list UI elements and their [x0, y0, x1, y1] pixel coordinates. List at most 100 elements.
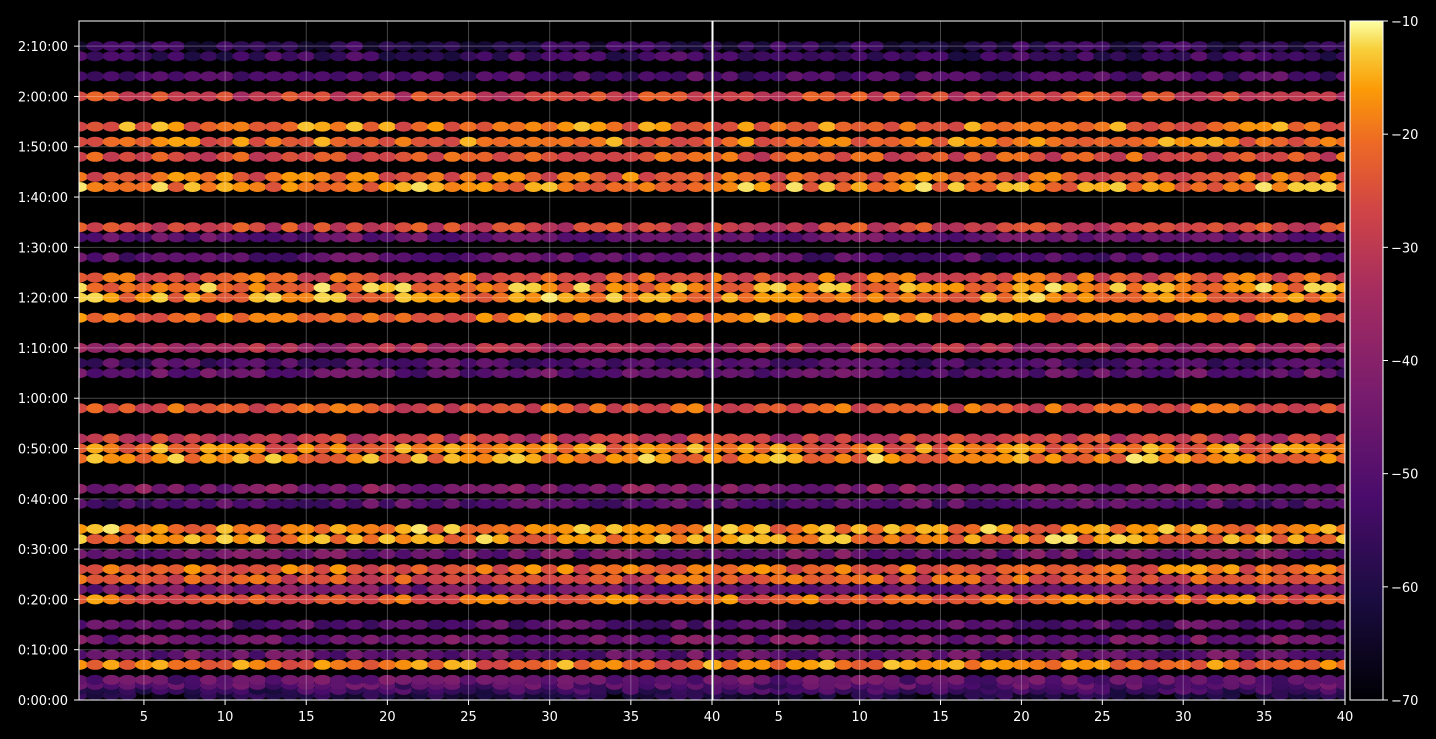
heat-cell [102, 222, 121, 233]
heat-cell [135, 594, 153, 605]
heat-cell [135, 453, 153, 464]
heat-cell [151, 182, 170, 192]
heat-cell [475, 358, 494, 368]
y-tick-label: 0:00:00 [18, 694, 68, 709]
heat-cell [1239, 433, 1257, 444]
heat-cell [1174, 619, 1193, 630]
heat-cell [834, 584, 853, 595]
heat-cell [866, 41, 885, 52]
heat-cell [492, 443, 510, 454]
heat-cell [79, 232, 88, 243]
heat-cell [1255, 584, 1273, 595]
heat-cell [313, 71, 332, 82]
heat-cell [1239, 252, 1257, 263]
heat-cell [79, 182, 88, 192]
heat-cell [297, 674, 316, 685]
heat-cell [427, 619, 445, 630]
heat-cell [915, 403, 934, 414]
heat-cell [216, 41, 235, 52]
heat-cell [216, 443, 235, 454]
heat-cell [721, 594, 740, 605]
heat-cell [557, 232, 575, 243]
heat-cell [102, 443, 121, 454]
heat-cell [1287, 443, 1306, 454]
heat-cell [216, 564, 235, 575]
heat-cell [492, 136, 510, 147]
heat-cell [1158, 182, 1176, 192]
heat-cell [947, 368, 966, 379]
heat-cell [686, 41, 705, 52]
heat-cell [135, 222, 153, 233]
heat-cell [281, 171, 299, 182]
heat-cell [1125, 433, 1144, 444]
heat-cell [638, 534, 656, 545]
heat-cell [834, 358, 853, 368]
heat-cell [1190, 574, 1209, 585]
heat-cell [964, 649, 982, 660]
heat-cell [1271, 151, 1290, 162]
heat-cell [1044, 403, 1063, 414]
heat-cell [866, 136, 885, 147]
heat-cell [1222, 368, 1241, 379]
heat-cell [769, 564, 788, 575]
heat-cell [850, 252, 869, 263]
heat-cell [753, 232, 772, 243]
heat-cell [1158, 91, 1176, 102]
heat-cell [135, 549, 153, 560]
heat-cell [1125, 403, 1144, 414]
heat-cell [1271, 594, 1290, 605]
heat-cell [1271, 584, 1290, 595]
heat-cell [557, 498, 575, 509]
heat-cell [557, 584, 575, 595]
heat-cell [1012, 51, 1031, 62]
heat-cell [1206, 368, 1225, 379]
heat-cell [850, 483, 869, 494]
heat-cell [1141, 594, 1160, 605]
heat-cell [947, 312, 966, 323]
heat-cell [248, 584, 267, 595]
heat-cell [183, 312, 202, 323]
heat-cell [573, 222, 592, 233]
heat-cell [769, 358, 788, 368]
heat-cell [1158, 342, 1176, 353]
x-tick-label: 5 [140, 710, 148, 725]
heat-cell [703, 498, 712, 509]
heat-cell [329, 368, 348, 379]
heat-cell [232, 549, 251, 560]
heat-cell [492, 584, 510, 595]
heat-cell [1174, 483, 1193, 494]
heat-cell [1271, 524, 1290, 534]
heat-cell [216, 282, 235, 293]
heat-cell [79, 534, 88, 545]
heat-cell [1287, 564, 1306, 575]
colorbar-tick-label: −50 [1391, 468, 1418, 483]
heat-cell [980, 232, 998, 243]
heat-cell [980, 403, 998, 414]
heat-cell [378, 584, 397, 595]
heat-cell [313, 443, 332, 454]
heat-cell [1255, 151, 1273, 162]
heat-cell [346, 498, 364, 509]
heat-cell [802, 534, 820, 545]
heat-cell [1061, 564, 1079, 575]
heat-cell [167, 433, 186, 444]
heat-cell [264, 649, 283, 660]
heat-cell [118, 659, 137, 670]
heat-cell [102, 282, 121, 293]
heat-cell [638, 91, 656, 102]
heat-cell [1174, 342, 1193, 353]
heat-cell [492, 659, 510, 670]
heat-cell [786, 272, 804, 283]
heat-cell [1271, 51, 1290, 62]
heat-cell [573, 252, 592, 263]
heat-cell [102, 71, 121, 82]
heat-cell [86, 524, 105, 534]
heat-cell [1336, 619, 1345, 630]
heat-cell [1222, 594, 1241, 605]
heat-cell [802, 272, 820, 283]
heat-cell [850, 649, 869, 660]
heat-cell [980, 151, 998, 162]
heat-cell [915, 574, 934, 585]
heat-cell [866, 564, 885, 575]
heat-cell [621, 564, 640, 575]
